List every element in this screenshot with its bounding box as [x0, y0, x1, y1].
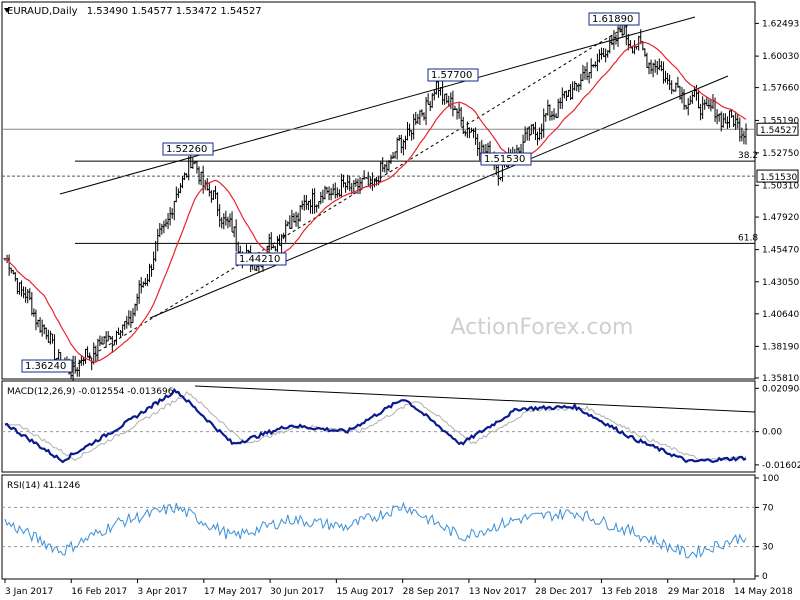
rsi-title: RSI(14) 41.1246: [7, 481, 80, 491]
x-tick-label: 28 Sep 2017: [403, 587, 460, 597]
level-label: 1.52260: [166, 144, 207, 155]
price-tick-label: 1.45470: [762, 246, 799, 256]
macd-tick-label: 0.00: [762, 428, 782, 438]
macd-path: [4, 387, 747, 464]
rsi-tick-label: 70: [762, 503, 774, 513]
rsi-panel-frame: [1, 474, 756, 580]
level-label-box: [162, 142, 214, 156]
chart-symbol: EURAUD,Daily 1.53490 1.54577 1.53472 1.5…: [7, 6, 262, 17]
price-level-labels: 1.36240 1.44210 1.52260 1.57700 1.51530 1.618…: [21, 12, 799, 373]
x-tick-label: 3 Jan 2017: [5, 587, 53, 597]
level-label-box: [21, 359, 73, 373]
level-label-box: [588, 12, 640, 26]
rsi-tick-label: 100: [762, 474, 779, 484]
price-tick-label: 1.47920: [762, 213, 799, 223]
price-axis: 1.62493 1.60030 1.57660 1.55190 1.52750 1.503…: [755, 19, 799, 384]
x-tick-label: 28 Dec 2017: [535, 587, 593, 597]
lower-channel-line: [149, 75, 729, 319]
watermark-text: ActionForex.com: [451, 315, 634, 340]
upper-channel-line: [59, 16, 696, 195]
x-tick-label: 13 Nov 2017: [469, 587, 527, 597]
support-price-box: [756, 169, 799, 183]
level-label-box: [235, 252, 287, 266]
rsi-tick-label: 30: [762, 543, 774, 553]
chart-ohlc: 1.53490 1.54577 1.53472 1.54527: [87, 6, 262, 17]
price-tick-label: 1.55190: [762, 116, 799, 126]
level-label: 1.44210: [239, 254, 280, 265]
x-tick-label: 14 May 2018: [734, 587, 793, 597]
level-label-box: [427, 68, 479, 82]
price-tick-label: 1.62493: [762, 19, 799, 29]
macd-tick-label: 0.020904: [762, 384, 800, 394]
level-label: 1.36240: [25, 361, 66, 372]
price-tick-label: 1.38190: [762, 342, 799, 352]
sma-path: [5, 41, 747, 363]
x-tick-label: 29 Mar 2018: [668, 587, 725, 597]
macd-tick-label: -0.016023: [762, 461, 800, 471]
rsi-chart: 100 70 30 0: [2, 474, 779, 582]
sma-line: [5, 41, 747, 363]
price-tick-label: 1.43050: [762, 278, 799, 288]
price-tick-label: 1.52750: [762, 149, 799, 159]
support-price-label: 1.51530: [760, 173, 797, 183]
price-bars: [3, 21, 748, 382]
x-tick-label: 16 Feb 2017: [71, 587, 127, 597]
rsi-tick-label: 0: [762, 572, 768, 582]
price-tick-label: 1.50310: [762, 181, 799, 191]
price-panel-frame: [1, 1, 756, 380]
macd-signal-path: [5, 391, 747, 462]
dropdown-triangle-icon: [4, 8, 10, 13]
level-label: 1.57700: [431, 70, 472, 81]
chart-symbol-name: EURAUD,Daily: [7, 6, 78, 17]
x-tick-label: 3 Apr 2017: [138, 587, 188, 597]
last-price-label: 1.54527: [760, 126, 797, 136]
fib-61-label: 61.8: [738, 233, 758, 243]
price-tick-label: 1.40640: [762, 310, 799, 320]
macd-panel-frame: [1, 380, 756, 473]
x-tick-label: 15 Aug 2017: [336, 587, 394, 597]
price-tick-label: 1.57660: [762, 84, 799, 94]
x-tick-label: 30 Jun 2017: [270, 587, 324, 597]
macd-title: MACD(12,26,9) -0.012554 -0.013696: [7, 387, 174, 397]
dashed-trend-line: [67, 17, 641, 371]
macd-trend-line: [194, 385, 756, 413]
rsi-path: [4, 501, 747, 559]
macd-chart: 0.020904 0.00 -0.016023: [2, 384, 800, 471]
fib-38-label: 38.2: [738, 151, 758, 161]
level-label-box: [480, 152, 532, 166]
last-price-box: [756, 122, 799, 136]
x-tick-label: 17 May 2017: [204, 587, 263, 597]
price-tick-label: 1.60030: [762, 52, 799, 62]
level-label: 1.61890: [592, 14, 633, 25]
price-tick-label: 1.35810: [762, 374, 799, 384]
x-axis: 3 Jan 2017 16 Feb 2017 3 Apr 2017 17 May 20…: [4, 579, 793, 597]
x-tick-label: 13 Feb 2018: [601, 587, 657, 597]
level-label: 1.51530: [484, 154, 525, 165]
